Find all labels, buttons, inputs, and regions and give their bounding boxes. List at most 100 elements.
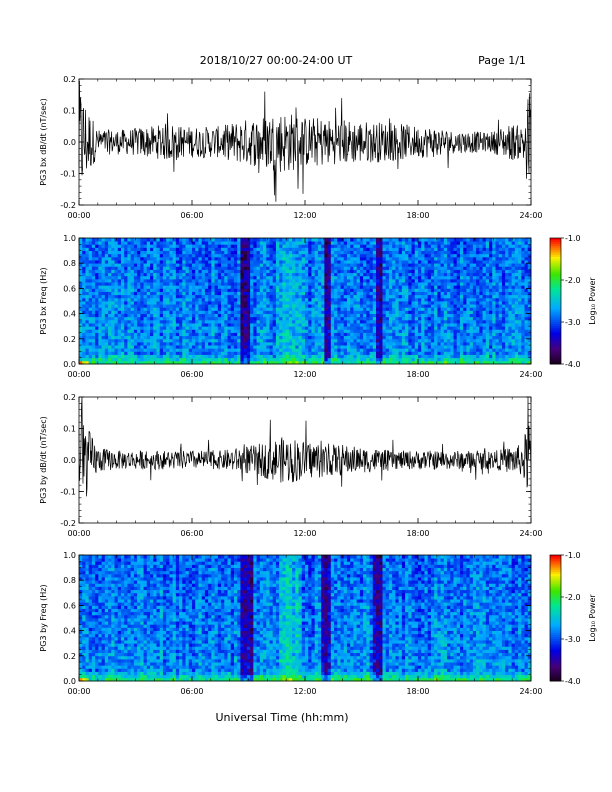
spectrogram-cell: [324, 288, 328, 292]
spectrogram-cell: [459, 316, 464, 321]
spectrogram-cell: [175, 335, 180, 340]
spectrogram-cell: [288, 360, 293, 365]
spectrogram-cell: [356, 256, 361, 261]
spectrogram-cell: [298, 241, 303, 245]
spectrogram-cell: [434, 285, 438, 289]
spectrogram-cell: [91, 326, 96, 330]
spectrogram-cell: [469, 244, 474, 248]
spectrogram-cell: [120, 244, 125, 248]
spectrogram-cell: [369, 278, 374, 283]
spectrogram-cell: [434, 253, 438, 258]
spectrogram-cell: [101, 285, 106, 289]
spectrogram-cell: [395, 335, 400, 340]
spectrogram-cell: [108, 338, 112, 343]
spectrogram-cell: [150, 341, 154, 346]
spectrogram-cell: [224, 307, 228, 311]
spectrogram-cell: [269, 351, 274, 355]
spectrogram-cell: [392, 253, 396, 258]
spectrogram-cell: [424, 319, 429, 324]
spectrogram-cell: [88, 256, 93, 261]
spectrogram-cell: [217, 310, 222, 314]
spectrogram-cell: [308, 341, 312, 346]
spectrogram-cell: [330, 288, 335, 292]
spectrogram-cell: [453, 291, 458, 296]
spectrogram-cell: [382, 288, 387, 292]
spectrogram-cell: [153, 338, 157, 343]
spectrogram-cell: [214, 244, 219, 248]
spectrogram-cell: [285, 301, 290, 305]
spectrogram-cell: [401, 241, 406, 245]
spectrogram-cell: [95, 256, 99, 261]
spectrogram-cell: [240, 313, 245, 318]
spectrogram-cell: [334, 345, 338, 349]
spectrogram-cell: [208, 275, 212, 280]
spectrogram-cell: [305, 351, 309, 355]
spectrogram-cell: [421, 241, 425, 245]
spectrogram-cell: [321, 256, 325, 261]
spectrogram-cell: [340, 269, 345, 274]
spectrogram-cell: [398, 288, 403, 292]
spectrogram-cell: [169, 247, 174, 251]
spectrogram-cell: [269, 345, 274, 349]
spectrogram-cell: [98, 319, 102, 324]
spectrogram-cell: [137, 291, 141, 296]
spectrogram-cell: [343, 338, 348, 343]
spectrogram-cell: [314, 326, 319, 330]
spectrogram-cell: [301, 244, 306, 248]
spectrogram-cell: [169, 319, 174, 324]
spectrogram-cell: [185, 351, 190, 355]
spectrogram-cell: [356, 288, 361, 292]
spectrogram-cell: [98, 326, 102, 330]
spectrogram-cell: [353, 238, 358, 242]
spectrogram-cell: [392, 294, 396, 299]
spectrogram-cell: [466, 278, 471, 283]
spectrogram-cell: [340, 348, 345, 352]
spectrogram-cell: [124, 294, 128, 299]
spectrogram-cell: [120, 338, 125, 343]
spectrogram-cell: [246, 348, 251, 352]
spectrogram-cell: [353, 313, 358, 318]
spectrogram-cell: [159, 316, 164, 321]
spectrogram-cell: [130, 256, 135, 261]
spectrogram-cell: [388, 241, 393, 245]
spectrogram-cell: [463, 282, 467, 286]
spectrogram-cell: [250, 338, 254, 343]
spectrogram-cell: [156, 319, 161, 324]
spectrogram-cell: [427, 301, 432, 305]
spectrogram-cell: [466, 288, 471, 292]
spectrogram-cell: [137, 278, 141, 283]
spectrogram-cell: [434, 307, 438, 311]
spectrogram-cell: [140, 332, 144, 337]
spectrogram-cell: [285, 338, 290, 343]
spectrogram-cell: [272, 316, 277, 321]
spectrogram-cell: [450, 238, 454, 242]
spectrogram-cell: [453, 285, 458, 289]
spectrogram-cell: [166, 357, 170, 362]
spectrogram-cell: [343, 269, 348, 274]
spectrogram-cell: [469, 256, 474, 261]
spectrogram-cell: [317, 310, 322, 314]
spectrogram-cell: [137, 275, 141, 280]
spectrogram-cell: [450, 256, 454, 261]
spectrogram-cell: [314, 307, 319, 311]
spectrogram-cell: [363, 247, 367, 251]
spectrogram-cell: [311, 247, 316, 251]
spectrogram-cell: [288, 332, 293, 337]
spectrogram-cell: [169, 250, 174, 255]
spectrogram-cell: [443, 319, 448, 324]
spectrogram-cell: [169, 338, 174, 343]
spectrogram-cell: [392, 304, 396, 308]
spectrogram-cell: [379, 345, 383, 349]
spectrogram-cell: [95, 272, 99, 277]
spectrogram-cell: [311, 291, 316, 296]
spectrogram-cell: [169, 335, 174, 340]
spectrogram-cell: [266, 319, 270, 324]
spectrogram-cell: [279, 316, 283, 321]
spectrogram-cell: [388, 291, 393, 296]
spectrogram-cell: [443, 241, 448, 245]
spectrogram-cell: [424, 291, 429, 296]
spectrogram-cell: [246, 354, 251, 359]
spectrogram-cell: [272, 332, 277, 337]
spectrogram-cell: [366, 357, 370, 362]
spectrogram-cell: [443, 282, 448, 286]
